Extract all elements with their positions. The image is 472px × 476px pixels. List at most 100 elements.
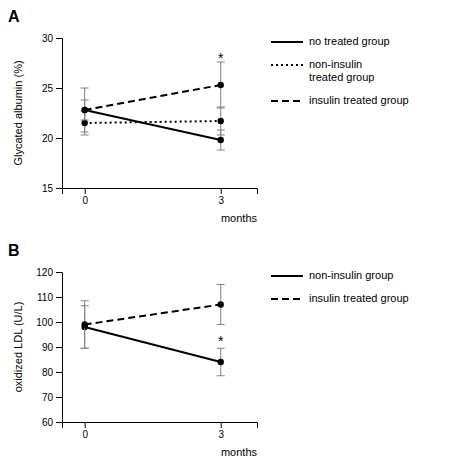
point-marker bbox=[218, 118, 224, 124]
tick-mark bbox=[56, 347, 62, 348]
y-tick: 80 bbox=[42, 367, 62, 378]
series-line bbox=[85, 121, 221, 123]
tick-label: 70 bbox=[42, 392, 54, 403]
tick-label: 3 bbox=[218, 429, 224, 440]
legend-swatch bbox=[271, 298, 303, 300]
y-axis-title: Glycated albumin (%) bbox=[12, 60, 24, 165]
y-axis-title: oxidized LDL (U/L) bbox=[12, 302, 24, 393]
point-marker bbox=[81, 120, 87, 126]
tick-mark bbox=[85, 422, 86, 428]
legend-label-line: non-insulin group bbox=[309, 269, 393, 281]
panel-title: B bbox=[8, 242, 20, 259]
x-axis-title: months bbox=[221, 446, 258, 458]
point-marker bbox=[218, 137, 224, 143]
plot-area bbox=[81, 62, 225, 150]
x-tick: 3 bbox=[218, 422, 224, 440]
point-marker bbox=[81, 321, 87, 327]
series bbox=[81, 285, 225, 349]
tick-mark bbox=[56, 38, 62, 39]
point-marker bbox=[81, 107, 87, 113]
y-tick: 20 bbox=[42, 133, 62, 144]
tick-label: 15 bbox=[42, 183, 54, 194]
error-bar bbox=[217, 348, 225, 376]
y-tick: 120 bbox=[36, 267, 62, 278]
error-bar-cap bbox=[81, 100, 89, 101]
tick-label: 80 bbox=[42, 367, 54, 378]
y-axis: 60 70 80 90 100 110 120 bbox=[36, 267, 62, 428]
tick-label: 120 bbox=[36, 267, 53, 278]
error-bar-cap bbox=[217, 108, 225, 109]
y-tick: 90 bbox=[42, 342, 62, 353]
x-tick: 0 bbox=[82, 188, 88, 206]
legend-entry: insulin treated group bbox=[271, 94, 409, 106]
axis-line bbox=[56, 273, 63, 423]
legend-label: no treated group bbox=[309, 35, 390, 47]
error-bar bbox=[217, 62, 225, 108]
error-bar-cap bbox=[217, 135, 225, 136]
legend-entry: non-insulintreated group bbox=[271, 58, 374, 83]
tick-label: 110 bbox=[37, 292, 53, 303]
error-bar bbox=[81, 301, 89, 349]
series-line bbox=[85, 110, 221, 140]
tick-mark bbox=[221, 188, 222, 194]
panel: 1520253003Glycated albumin (%)months*no … bbox=[12, 33, 409, 224]
tick-mark bbox=[56, 322, 62, 323]
error-bar-cap bbox=[217, 284, 225, 285]
legend: no treated group non-insulintreated group… bbox=[271, 35, 409, 106]
tick-label: 0 bbox=[82, 429, 88, 440]
x-tick: 0 bbox=[82, 422, 88, 440]
legend-swatch bbox=[271, 41, 303, 43]
panel-title: A bbox=[8, 8, 20, 25]
error-bar-cap bbox=[81, 88, 89, 89]
legend-label-line: no treated group bbox=[309, 35, 390, 47]
tick-mark bbox=[56, 397, 62, 398]
legend-entry: no treated group bbox=[271, 35, 390, 47]
point-marker bbox=[218, 359, 224, 365]
error-bar-cap bbox=[217, 150, 225, 151]
y-tick: 60 bbox=[42, 417, 62, 428]
error-bar-cap bbox=[81, 348, 89, 349]
legend-swatch bbox=[271, 100, 303, 102]
tick-mark bbox=[56, 138, 62, 139]
error-bar bbox=[81, 100, 89, 120]
legend-entry: insulin treated group bbox=[271, 292, 409, 304]
error-bar-cap bbox=[217, 324, 225, 325]
tick-mark bbox=[56, 88, 62, 89]
tick-mark bbox=[56, 297, 62, 298]
tick-mark bbox=[56, 272, 62, 273]
series-line bbox=[85, 85, 221, 110]
error-bar-cap bbox=[81, 300, 89, 301]
point-marker bbox=[81, 107, 87, 113]
legend-swatch bbox=[271, 275, 303, 277]
legend-label: non-insulin group bbox=[309, 269, 393, 281]
series-line bbox=[85, 305, 221, 325]
error-bar-cap bbox=[81, 348, 89, 349]
error-bar-cap bbox=[81, 120, 89, 121]
legend-label: insulin treated group bbox=[309, 94, 409, 106]
tick-label: 25 bbox=[42, 83, 54, 94]
legend-label: insulin treated group bbox=[309, 292, 409, 304]
error-bar-cap bbox=[217, 375, 225, 376]
chart-root: 1520253003Glycated albumin (%)months*no … bbox=[0, 0, 472, 476]
legend-entry: non-insulin group bbox=[271, 269, 393, 281]
y-tick: 100 bbox=[36, 317, 62, 328]
annotation: * bbox=[218, 333, 224, 349]
x-axis-title: months bbox=[221, 212, 258, 224]
tick-mark bbox=[56, 372, 62, 373]
axis-line bbox=[56, 39, 63, 189]
y-tick: 15 bbox=[42, 183, 62, 194]
error-bar-cap bbox=[81, 135, 89, 136]
error-bar bbox=[81, 88, 89, 132]
tick-mark bbox=[56, 188, 62, 189]
axis-line bbox=[63, 423, 258, 429]
tick-label: 60 bbox=[42, 417, 54, 428]
legend-label-line: insulin treated group bbox=[309, 292, 409, 304]
error-bar bbox=[217, 285, 225, 325]
legend-swatch bbox=[271, 64, 303, 66]
legend-label-line: non-insulin bbox=[309, 58, 362, 70]
error-bar bbox=[217, 107, 225, 135]
series-line bbox=[85, 327, 221, 362]
annotation: * bbox=[218, 50, 224, 66]
x-axis: 03 bbox=[63, 188, 258, 206]
legend-label-line: treated group bbox=[309, 71, 374, 83]
